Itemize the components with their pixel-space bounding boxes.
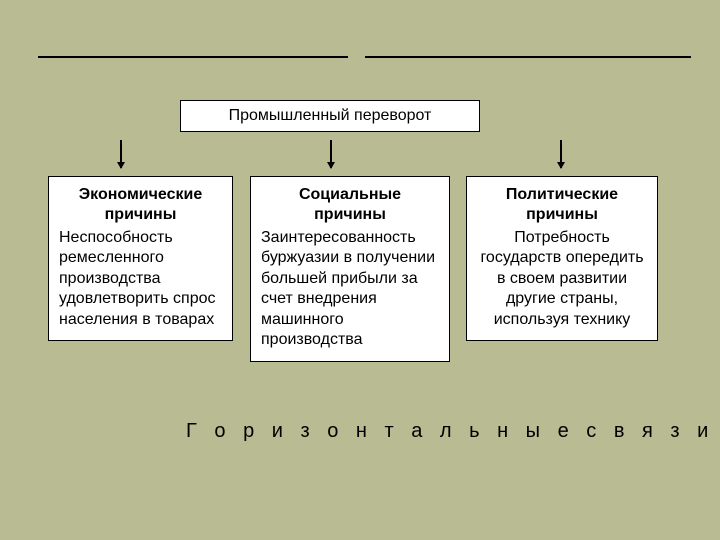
box-social-body: Заинтересованность буржуазии в получении… (261, 228, 439, 351)
arrow-to-economic (120, 140, 122, 168)
box-economic-title: Экономические причины (59, 185, 222, 226)
box-economic: Экономические причины Неспособность реме… (48, 176, 233, 341)
box-social-title: Социальные причины (261, 185, 439, 226)
box-economic-body: Неспособность ремесленного производства … (59, 228, 222, 330)
box-political-body: Потребность государств опередить в своем… (477, 228, 647, 330)
arrow-to-social (330, 140, 332, 168)
footer-text: Г о р и з о н т а л ь н ы е с в я з и (186, 420, 714, 443)
box-social: Социальные причины Заинтересованность бу… (250, 176, 450, 362)
top-rule-right (365, 56, 691, 58)
top-rule-left (38, 56, 348, 58)
title-box: Промышленный переворот (180, 100, 480, 132)
arrow-to-political (560, 140, 562, 168)
box-political: Политические причины Потребность государ… (466, 176, 658, 341)
box-political-title: Политические причины (477, 185, 647, 226)
